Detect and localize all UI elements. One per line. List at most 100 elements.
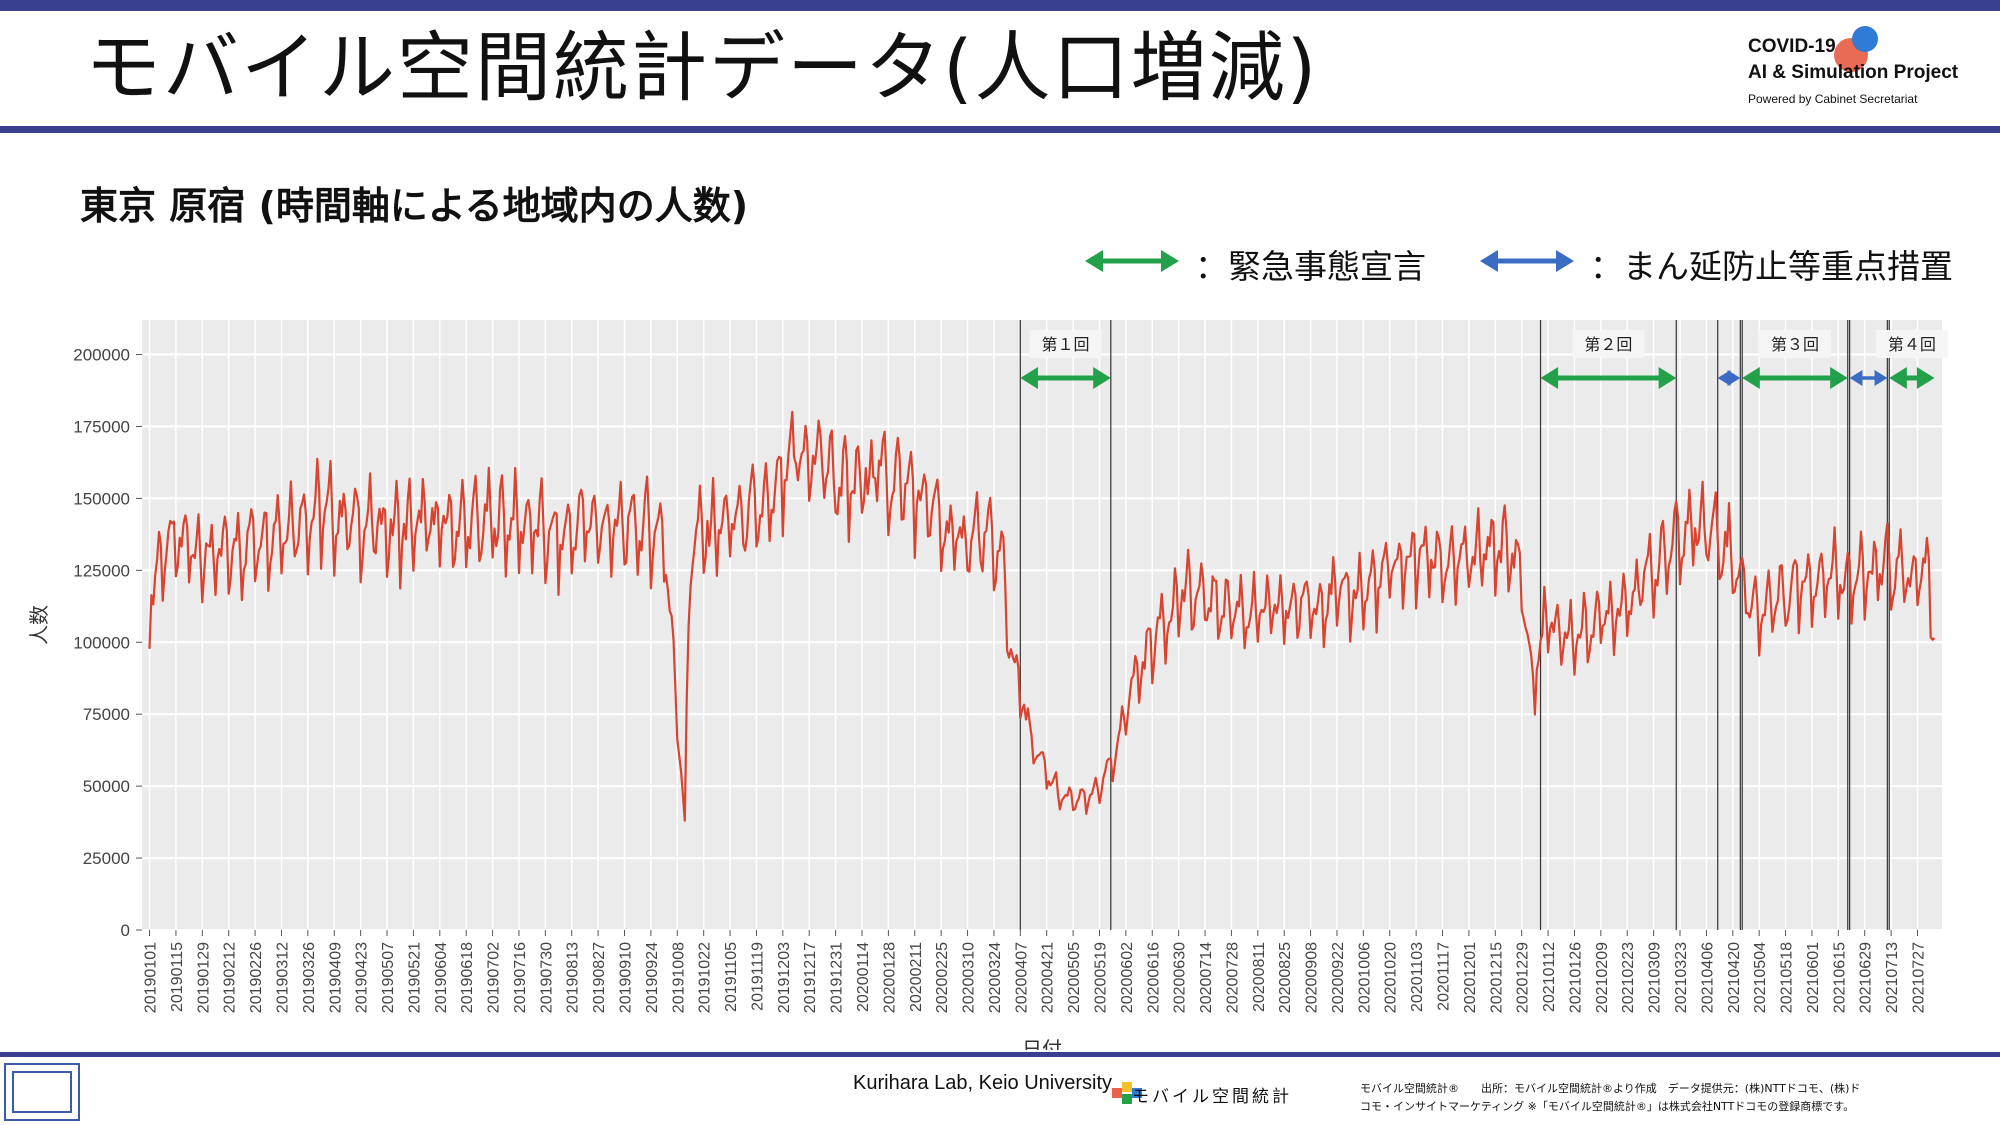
x-tick-label: 20210713 xyxy=(1884,942,1901,1013)
x-tick-label: 20200324 xyxy=(987,942,1004,1013)
x-tick-label: 20200922 xyxy=(1330,942,1347,1013)
x-tick-label: 20201201 xyxy=(1462,942,1479,1013)
y-axis-title: 人数 xyxy=(27,605,51,645)
period-label-box xyxy=(1029,330,1102,358)
chart-subtitle: 東京 原宿 (時間軸による地域内の人数) xyxy=(80,184,749,228)
y-tick-label: 200000 xyxy=(73,346,130,365)
y-tick-label: 25000 xyxy=(83,849,130,868)
x-tick-label: 20200505 xyxy=(1066,942,1083,1013)
x-tick-label: 20191217 xyxy=(802,942,819,1013)
legend-emergency-label: ：緊急事態宣言 xyxy=(1195,247,1426,286)
y-tick-label: 75000 xyxy=(83,705,130,724)
brand-blue-circle-icon xyxy=(1852,26,1878,52)
x-tick-label: 20201229 xyxy=(1515,942,1532,1013)
legend-emergency: ：緊急事態宣言 xyxy=(1085,240,1465,286)
x-tick-label: 20210615 xyxy=(1831,942,1848,1013)
population-line-chart: 0 25000 50000 75000 100000 125000 150000 175000… xyxy=(27,320,1948,1050)
period-label: 第２回 xyxy=(1584,335,1632,354)
period-arrow-head xyxy=(1889,367,1907,389)
x-tick-label: 20190507 xyxy=(380,942,397,1013)
x-tick-label: 20200407 xyxy=(1013,942,1030,1013)
x-tick-label: 20210309 xyxy=(1647,942,1664,1013)
footer-source-line2: コモ・インサイトマーケティング ※「モバイル空間統計®」は株式会社NTTドコモの… xyxy=(1360,1100,1855,1113)
footer-divider xyxy=(0,1052,2000,1057)
x-tick-label: 20210323 xyxy=(1673,942,1690,1013)
x-tick-label: 20191105 xyxy=(723,942,740,1012)
plot-background xyxy=(142,320,1942,930)
x-tick-label: 20200728 xyxy=(1224,942,1241,1013)
period-label-box xyxy=(1572,330,1645,358)
x-tick-label: 20201006 xyxy=(1356,942,1373,1013)
series-line xyxy=(148,410,1936,822)
period-arrow-head xyxy=(1849,370,1863,386)
x-tick-label: 20210629 xyxy=(1858,942,1875,1013)
x-tick-label: 20210518 xyxy=(1779,942,1796,1013)
legend-semi: ：まん延防止等重点措置 xyxy=(1480,240,1980,286)
period-arrow-head xyxy=(1830,367,1848,389)
project-brand: COVID-19 AI & Simulation Project Powered… xyxy=(1748,26,1988,120)
x-tick-label: 20200616 xyxy=(1145,942,1162,1013)
x-tick-label: 20191008 xyxy=(670,942,687,1013)
y-tick-label: 50000 xyxy=(83,777,130,796)
period-label-box xyxy=(1758,330,1831,358)
period-arrow-head xyxy=(1874,370,1888,386)
period-arrow-head xyxy=(1916,367,1935,389)
brand-line1: COVID-19 xyxy=(1748,36,1836,57)
period-label: 第４回 xyxy=(1888,335,1936,354)
period-arrow-head xyxy=(1717,370,1731,386)
x-tick-label: 20200602 xyxy=(1119,942,1136,1013)
x-tick-label: 20210112 xyxy=(1541,942,1558,1012)
page-title: モバイル空間統計データ(人口増減) xyxy=(85,23,1319,112)
period-label: 第３回 xyxy=(1771,335,1819,354)
x-tick-label: 20190730 xyxy=(538,942,555,1013)
x-tick-label: 20200630 xyxy=(1172,942,1189,1013)
x-tick-label: 20190129 xyxy=(195,942,212,1013)
x-tick-label: 20200714 xyxy=(1198,942,1215,1013)
x-tick-label: 20190813 xyxy=(565,942,582,1013)
x-tick-label: 20210727 xyxy=(1910,942,1927,1013)
x-tick-label: 20190924 xyxy=(644,942,661,1013)
x-tick-label: 20190101 xyxy=(143,942,160,1013)
x-tick-label: 20200519 xyxy=(1092,942,1109,1013)
x-tick-label: 20201117 xyxy=(1436,942,1453,1011)
y-tick-label: 100000 xyxy=(73,633,130,652)
footer-source-line1: モバイル空間統計® 出所：モバイル空間統計®より作成 データ提供元：(株)NTT… xyxy=(1360,1082,1861,1095)
mobile-stats-logo-icon xyxy=(1112,1082,1142,1104)
y-tick-label: 150000 xyxy=(73,489,130,508)
x-tick-label: 20201103 xyxy=(1409,942,1426,1012)
x-tick-label: 20190409 xyxy=(327,942,344,1013)
x-tick-label: 20210504 xyxy=(1752,942,1769,1013)
footer-source: モバイル空間統計® 出所：モバイル空間統計®より作成 データ提供元：(株)NTT… xyxy=(1360,1080,1860,1116)
x-tick-label: 20191203 xyxy=(776,942,793,1013)
x-tick-label: 20201215 xyxy=(1488,942,1505,1013)
x-tick-label: 20190115 xyxy=(169,942,186,1012)
x-tick-label: 20190326 xyxy=(301,942,318,1013)
footer-mobile-stats: モバイル空間統計 xyxy=(1132,1087,1292,1107)
x-tick-label: 20200825 xyxy=(1277,942,1294,1013)
period-arrow-head xyxy=(1742,367,1760,389)
x-tick-label: 20200310 xyxy=(961,942,978,1013)
x-tick-label: 20190312 xyxy=(274,942,291,1013)
period-label: 第１回 xyxy=(1042,335,1090,354)
x-tick-label: 20190604 xyxy=(433,942,450,1013)
period-arrow-head xyxy=(1540,367,1559,389)
x-tick-label: 20190212 xyxy=(222,942,239,1013)
x-tick-label: 20210601 xyxy=(1805,942,1822,1013)
brand-line2: AI & Simulation Project xyxy=(1748,62,1959,83)
period-arrow-head xyxy=(1727,370,1741,386)
x-tick-label: 20200421 xyxy=(1040,942,1057,1013)
x-tick-label: 20191022 xyxy=(697,942,714,1013)
x-tick-label: 20190618 xyxy=(459,942,476,1013)
period-arrow-head xyxy=(1093,367,1111,389)
x-tick-label: 20200128 xyxy=(881,942,898,1013)
footer-lab-name: Kurihara Lab, Keio University xyxy=(853,1072,1113,1094)
legend-semi-label: ：まん延防止等重点措置 xyxy=(1590,247,1953,286)
y-tick-label: 0 xyxy=(121,921,130,940)
x-tick-label: 20200811 xyxy=(1251,942,1268,1012)
period-arrow-head xyxy=(1658,367,1677,389)
x-tick-label: 20210420 xyxy=(1726,942,1743,1013)
top-accent-bar xyxy=(0,0,2000,11)
x-tick-label: 20200211 xyxy=(908,942,925,1012)
x-tick-label: 20190827 xyxy=(591,942,608,1013)
period-arrow-head xyxy=(1020,367,1038,389)
